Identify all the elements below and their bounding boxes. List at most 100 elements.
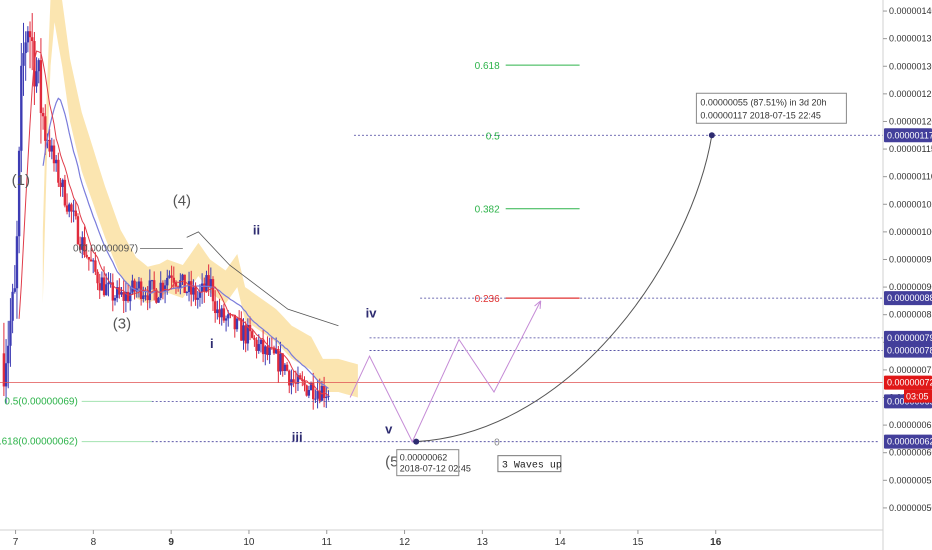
measure-box-line2: 0.00000117 2018-07-15 22:45 — [700, 110, 820, 120]
candle-body — [61, 179, 64, 187]
candle-body — [174, 282, 178, 287]
candle-body — [94, 260, 97, 272]
wave-label: (1) — [12, 172, 30, 189]
moving-averages — [18, 50, 329, 397]
low-box — [396, 449, 460, 477]
price-tag-label: 0.00000079 — [887, 333, 932, 343]
y-tick-label: 0.00000100 — [889, 227, 932, 237]
candle-body — [24, 42, 27, 54]
price-tag — [884, 291, 932, 306]
x-tick-label: 10 — [243, 537, 255, 548]
candle-body — [113, 297, 117, 301]
candle-body — [288, 370, 291, 386]
y-tick-label: 0.00000110 — [889, 172, 932, 182]
y-tick-label: 0.00000095 — [889, 254, 932, 264]
candle-body — [170, 275, 173, 278]
note-box-label: 3 Waves up — [502, 461, 562, 472]
sub-wave-label: iii — [292, 430, 303, 445]
candle-body — [87, 256, 91, 260]
candle-body — [37, 60, 40, 72]
x-axis[interactable]: 7 8 9 10 11 12 13 14 15 16 — [13, 530, 722, 548]
candle-body — [118, 287, 121, 295]
candle-body — [224, 318, 228, 321]
candle-body — [279, 353, 282, 372]
y-tick-label: 0.00000090 — [889, 282, 932, 292]
cloud-layer — [42, 0, 358, 398]
candle-body — [133, 280, 136, 292]
candles-layer — [2, 13, 330, 410]
candle-body — [266, 346, 269, 355]
sub-wave-label: v — [385, 421, 393, 436]
candle-body — [307, 389, 311, 396]
annotation-boxes: 0.00000055 (87.51%) in 3d 20h 0.00000117 … — [396, 92, 847, 477]
candle-body — [142, 295, 145, 299]
candle-body — [7, 345, 10, 364]
sub-wave-label: ii — [253, 223, 260, 238]
projection-path — [349, 300, 542, 443]
candle-body — [111, 282, 115, 301]
candle-body — [309, 383, 313, 390]
candle-body — [222, 308, 226, 321]
candle-body — [74, 210, 77, 217]
candle-body — [205, 275, 208, 292]
candle-body — [78, 244, 82, 250]
candle-body — [292, 379, 295, 383]
candle-body — [283, 364, 287, 371]
candle-body — [220, 308, 223, 318]
x-tick-label: 9 — [168, 537, 174, 548]
candle-body — [268, 347, 271, 355]
candle-body — [281, 353, 284, 371]
candle-body — [246, 324, 250, 344]
moving-average-fast — [18, 50, 329, 397]
candle-body — [305, 385, 308, 396]
candle-body — [277, 349, 280, 372]
candle-body — [72, 210, 75, 212]
x-tick-label: 16 — [710, 537, 722, 548]
candle-body — [185, 292, 189, 294]
candle-body — [120, 292, 123, 295]
candle-body — [198, 291, 202, 298]
candle-body — [216, 309, 219, 314]
candle-body — [83, 237, 86, 255]
y-tick-label: 0.00000050 — [889, 503, 932, 513]
fib-right-label: 0 — [494, 438, 500, 449]
price-tag-label: 0.00000117 — [887, 130, 932, 140]
candle-body — [22, 53, 25, 66]
candle-body — [11, 291, 14, 321]
candle-body — [207, 275, 210, 288]
candle-body — [26, 31, 30, 43]
candle-body — [296, 375, 300, 384]
candle-body — [303, 380, 306, 386]
y-tick-label: 0.00000135 — [889, 34, 932, 44]
trend-line — [186, 231, 339, 327]
measure-arc — [416, 135, 713, 443]
candle-body — [181, 274, 184, 280]
candle-body — [146, 295, 149, 301]
candle-body — [76, 216, 80, 245]
candle-body — [235, 318, 239, 330]
price-tag — [884, 128, 932, 143]
note-box — [497, 455, 562, 473]
candle-body — [251, 331, 254, 338]
candle-body — [179, 279, 182, 289]
candle-body — [248, 324, 252, 332]
candle-body — [172, 277, 175, 283]
candle-body — [52, 145, 56, 164]
fib-left-label: 0.5(0.00000069) — [4, 396, 77, 407]
candle-body — [255, 339, 258, 351]
candle-body — [44, 116, 47, 141]
candle-body — [196, 297, 199, 300]
candle-body — [59, 182, 62, 187]
candle-body — [253, 337, 256, 340]
price-tag — [884, 343, 932, 358]
price-tag-label: 0.00000088 — [887, 293, 932, 303]
candle-body — [89, 259, 93, 262]
candle-body — [131, 280, 134, 293]
candle-body — [92, 260, 95, 262]
candle-body — [325, 396, 328, 399]
candle-body — [301, 379, 304, 381]
candle-body — [150, 280, 154, 282]
candle-body — [41, 113, 45, 117]
